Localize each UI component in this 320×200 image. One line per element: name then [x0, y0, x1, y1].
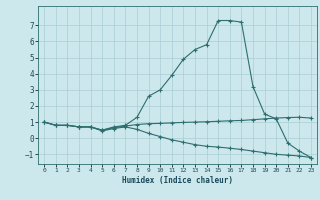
X-axis label: Humidex (Indice chaleur): Humidex (Indice chaleur) — [122, 176, 233, 185]
